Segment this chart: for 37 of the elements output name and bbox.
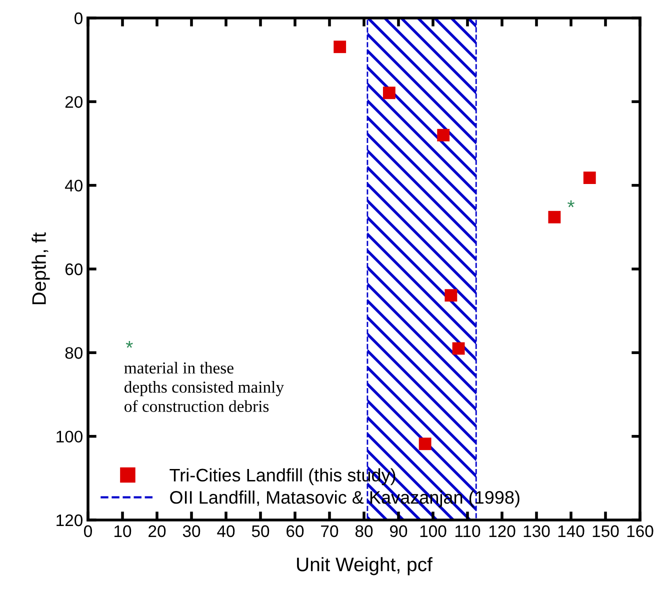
x-tick-label: 80 [355, 525, 373, 538]
x-tick-label: 110 [455, 525, 480, 538]
x-tick-label: 100 [420, 525, 446, 538]
annotation: * [568, 200, 574, 208]
y-tick-label: 60 [65, 263, 82, 276]
y-tick-label: 0 [74, 12, 82, 24]
x-tick-label: 30 [182, 525, 200, 538]
y-tick-label: 40 [64, 180, 82, 192]
y-tick-label: 100 [56, 430, 82, 443]
x-tick-label: 10 [114, 525, 132, 538]
point [583, 172, 596, 184]
x-tick-label: 140 [558, 525, 584, 538]
point [334, 40, 346, 54]
y-tick-label: 20 [65, 96, 82, 108]
x-tick-label: 70 [321, 525, 338, 538]
annotation: * [126, 340, 133, 348]
point [548, 210, 561, 224]
x-tick-label: 150 [592, 525, 619, 538]
y-axis-title: Depth, ft [32, 232, 50, 304]
point [418, 438, 432, 450]
x-axis-title: Unit Weight, pcf [297, 557, 432, 576]
point [382, 86, 396, 100]
x-tick-label: 160 [627, 525, 654, 538]
x-tick-label: 130 [524, 525, 550, 538]
x-tick-label: 20 [148, 525, 166, 538]
point [437, 128, 450, 142]
x-tick-label: 120 [489, 525, 516, 538]
y-tick-label: 120 [56, 514, 82, 526]
point [452, 342, 465, 355]
x-tick-label: 40 [217, 525, 235, 538]
annotation: material in these depths consisted mainly of construction debris [124, 362, 284, 412]
x-tick-label: 50 [252, 525, 270, 538]
point [444, 289, 458, 302]
x-tick-label: 0 [84, 525, 92, 538]
x-tick-label: 60 [286, 525, 304, 538]
x-tick-label: 90 [390, 525, 408, 538]
y-tick-label: 80 [65, 347, 82, 359]
